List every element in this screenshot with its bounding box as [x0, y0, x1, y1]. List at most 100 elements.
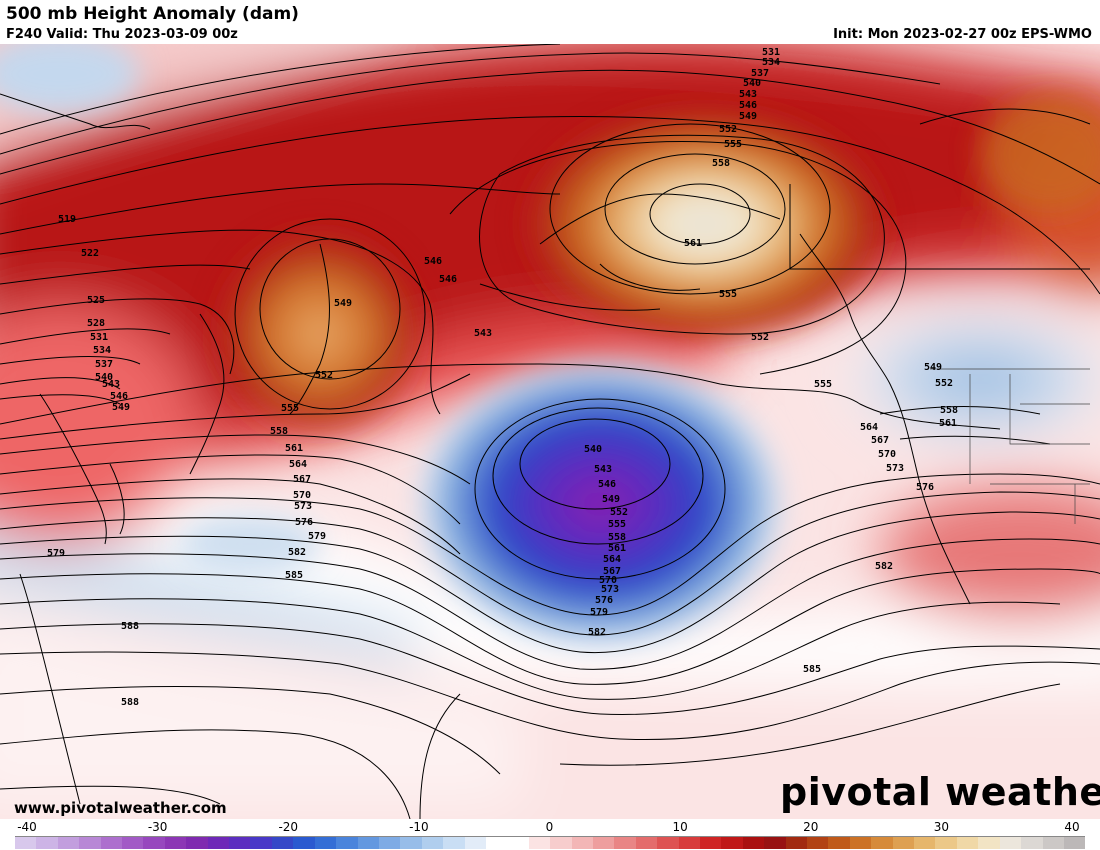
colorbar-swatch [271, 837, 294, 849]
contour-label: 582 [288, 547, 306, 558]
contour-label: 582 [875, 561, 893, 572]
colorbar-swatch [956, 837, 979, 849]
colorbar-swatch [721, 837, 743, 849]
contour-label: 588 [121, 621, 139, 632]
colorbar-tick-label: -30 [147, 820, 168, 834]
contour-label: 558 [712, 158, 730, 169]
contour-label: 579 [47, 548, 65, 559]
contour-label: 543 [102, 379, 120, 390]
colorbar-swatch [36, 837, 58, 849]
colorbar-swatch [507, 837, 529, 849]
contour-label: 570 [599, 575, 617, 586]
contour-label: 570 [878, 449, 896, 460]
contour-label: 525 [87, 295, 105, 306]
contour-label: 549 [334, 298, 352, 309]
contour-label: 576 [295, 517, 313, 528]
colorbar-swatch [122, 837, 144, 849]
contour-label: 570 [293, 490, 311, 501]
colorbar-swatch [314, 837, 337, 849]
contour-label: 585 [803, 664, 821, 675]
contour-label: 555 [608, 519, 626, 530]
colorbar-swatch [57, 837, 80, 849]
contour-label: 522 [81, 248, 99, 259]
contour-label: 546 [739, 100, 757, 111]
contour-label: 573 [294, 501, 312, 512]
contour-label: 582 [588, 627, 606, 638]
contour-label: 546 [110, 391, 128, 402]
colorbar-swatch [592, 837, 615, 849]
contour-label: 540 [95, 372, 113, 383]
colorbar-tick-label: -40 [17, 820, 37, 834]
contour-label: 564 [603, 554, 621, 565]
contour-label: 573 [601, 584, 619, 595]
colorbar-swatch [1021, 837, 1043, 849]
colorbar-swatch [164, 837, 187, 849]
colorbar-swatch [764, 837, 786, 849]
contour-label: 534 [762, 57, 780, 68]
contour-label: 552 [751, 332, 769, 343]
contour-label: 567 [871, 435, 889, 446]
colorbar-swatch [186, 837, 208, 849]
colorbar-swatch [357, 837, 379, 849]
colorbar-swatch [892, 837, 915, 849]
contour-label: 558 [270, 426, 288, 437]
contour-label: 558 [608, 532, 626, 543]
colorbar-swatch [250, 837, 272, 849]
map-title: 500 mb Height Anomaly (dam) [6, 4, 299, 24]
colorbar-swatch [100, 837, 123, 849]
contour-label: 561 [939, 418, 957, 429]
colorbar-tick-labels: -40 -30 -20 -10 0 10 20 30 40 [15, 820, 1085, 834]
colorbar-swatch [1042, 837, 1064, 849]
colorbar-swatch [742, 837, 765, 849]
colorbar-swatch [914, 837, 936, 849]
colorbar-swatch [1063, 837, 1086, 849]
colorbar-tick-label: -20 [278, 820, 299, 834]
colorbar-swatch [550, 837, 572, 849]
contour-label: 531 [762, 47, 780, 58]
colorbar-swatch [15, 837, 37, 849]
colorbar-swatch [571, 837, 593, 849]
colorbar-swatch [143, 837, 165, 849]
colorbar-swatch [378, 837, 401, 849]
colorbar-swatch [421, 837, 444, 849]
contour-label: 567 [603, 566, 621, 577]
colorbar-swatch [400, 837, 422, 849]
anomaly-centers [0, 44, 1100, 654]
colorbar-swatch [464, 837, 486, 849]
contour-label: 564 [289, 459, 307, 470]
contour-label: 540 [743, 78, 761, 89]
contour-label: 585 [285, 570, 303, 581]
colorbar-swatch [785, 837, 808, 849]
valid-time: F240 Valid: Thu 2023-03-09 00z [6, 27, 238, 42]
contour-label: 561 [608, 543, 626, 554]
contour-label: 555 [724, 139, 742, 150]
contour-label: 579 [308, 531, 326, 542]
coastlines [0, 93, 1091, 805]
contour-label: 588 [121, 697, 139, 708]
colorbar-tick-label: 0 [545, 820, 554, 834]
contour-label: 552 [719, 124, 737, 135]
colorbar-swatch [871, 837, 893, 849]
contour-label: 552 [935, 378, 953, 389]
colorbar-swatch [79, 837, 101, 849]
colorbar-swatch [978, 837, 1000, 849]
contour-label: 546 [424, 256, 442, 267]
contour-label: 546 [439, 274, 457, 285]
colorbar-tick-label: 20 [803, 820, 819, 834]
colorbar-tick-label: 30 [933, 820, 950, 834]
colorbar-tick-label: -10 [409, 820, 429, 834]
website-url: www.pivotalweather.com [14, 799, 227, 817]
contour-label: 558 [940, 405, 958, 416]
colorbar [15, 836, 1086, 849]
colorbar-swatch [528, 837, 551, 849]
colorbar-swatch [657, 837, 679, 849]
colorbar-swatch [849, 837, 872, 849]
colorbar-tick-label: 10 [672, 820, 688, 834]
contour-label: 543 [594, 464, 612, 475]
contour-label: 546 [598, 479, 616, 490]
colorbar-swatch [999, 837, 1022, 849]
contour-label: 540 [584, 444, 602, 455]
borders [930, 368, 1090, 524]
contour-label: 531 [90, 332, 108, 343]
colorbar-swatch [635, 837, 658, 849]
